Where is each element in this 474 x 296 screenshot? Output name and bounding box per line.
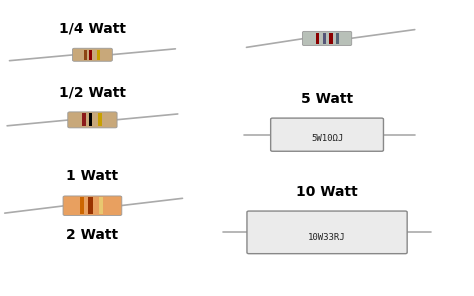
Bar — [88, 197, 92, 214]
Text: 1 Watt: 1 Watt — [66, 169, 118, 184]
FancyBboxPatch shape — [247, 211, 407, 254]
Text: 5W10ΩJ: 5W10ΩJ — [311, 134, 343, 143]
Bar — [89, 50, 92, 60]
Bar — [89, 113, 92, 126]
Bar — [82, 113, 85, 126]
FancyBboxPatch shape — [271, 118, 383, 151]
Text: 1/4 Watt: 1/4 Watt — [59, 22, 126, 36]
Bar — [316, 33, 319, 44]
Bar — [99, 197, 103, 214]
Text: 5 Watt: 5 Watt — [301, 91, 353, 106]
Bar — [80, 197, 84, 214]
FancyBboxPatch shape — [68, 112, 117, 128]
Text: 10 Watt: 10 Watt — [296, 184, 358, 199]
Bar — [329, 33, 332, 44]
FancyBboxPatch shape — [302, 31, 352, 46]
FancyBboxPatch shape — [73, 48, 112, 61]
Text: 2 Watt: 2 Watt — [66, 228, 118, 242]
Bar — [99, 113, 101, 126]
Text: 1/2 Watt: 1/2 Watt — [59, 85, 126, 99]
Bar — [322, 33, 326, 44]
Bar — [97, 50, 100, 60]
Bar — [84, 50, 87, 60]
Bar — [336, 33, 339, 44]
Text: 10W33RJ: 10W33RJ — [308, 233, 346, 242]
FancyBboxPatch shape — [63, 196, 122, 215]
